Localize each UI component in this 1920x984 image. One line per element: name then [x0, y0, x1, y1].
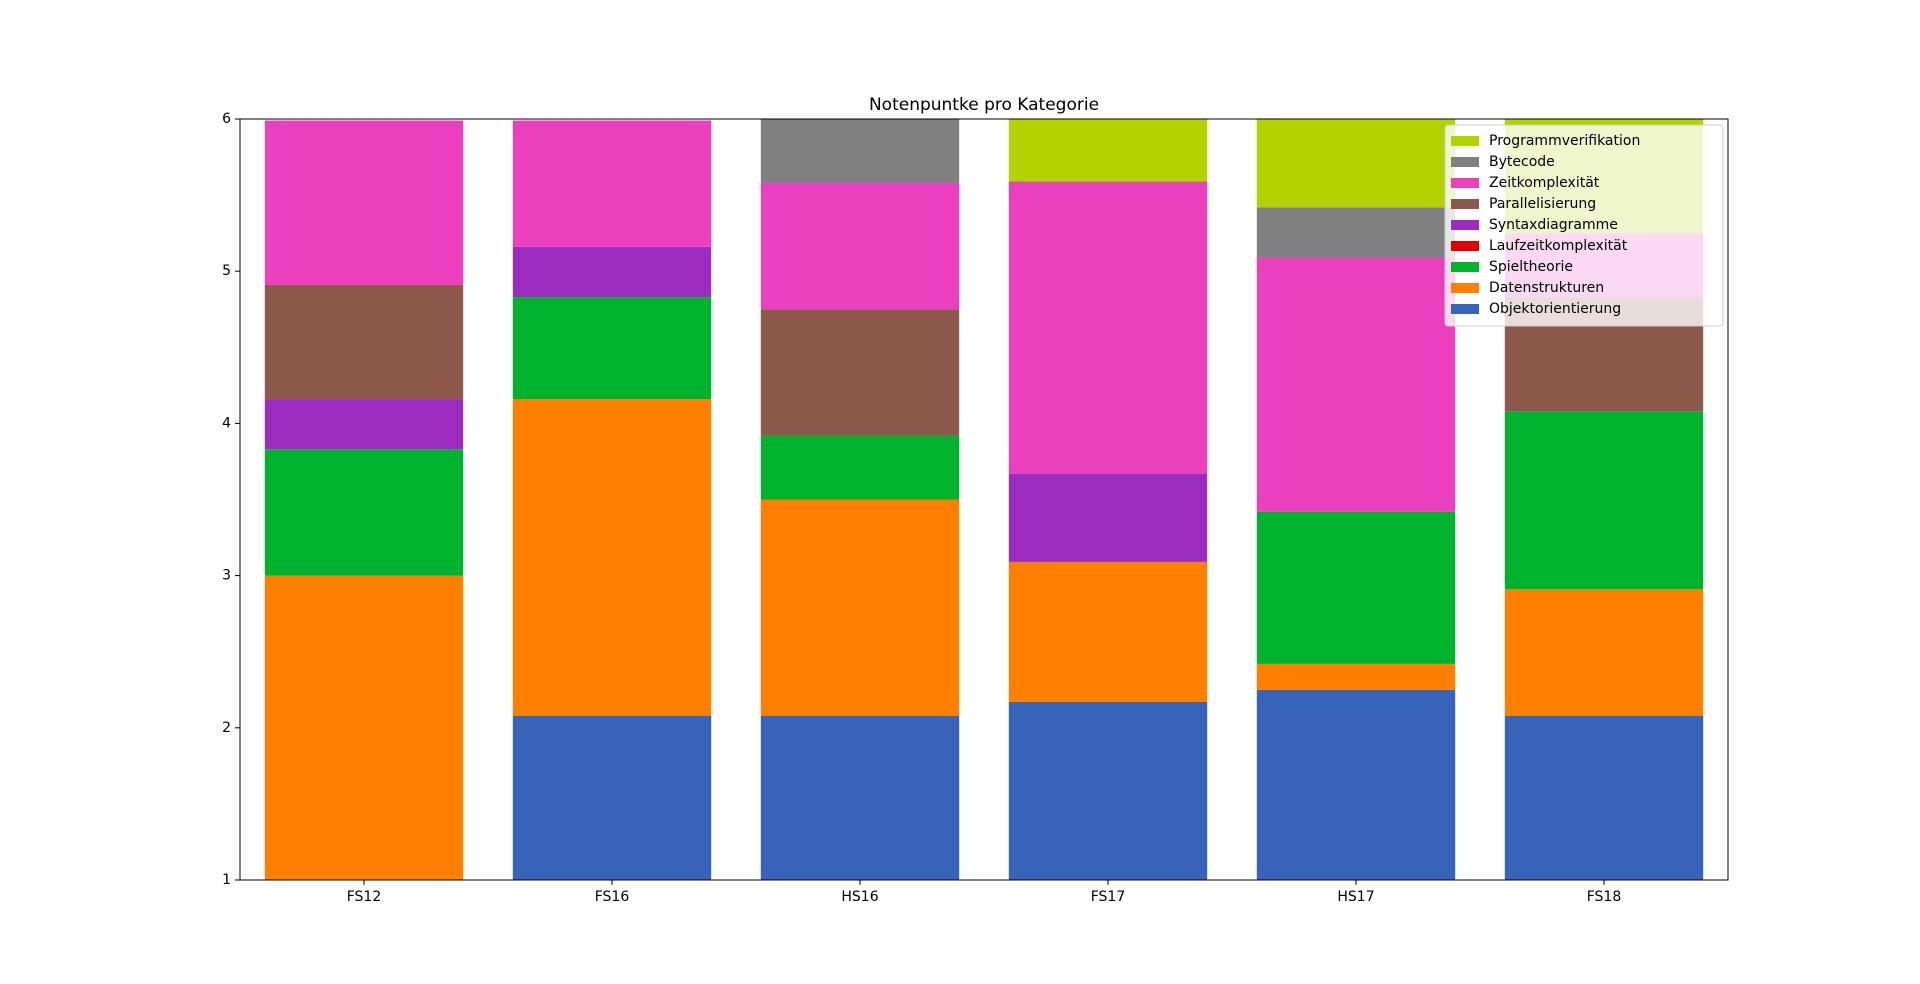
legend-label: Syntaxdiagramme: [1489, 217, 1618, 233]
bar-segment: [760, 499, 960, 716]
y-tick-label: 3: [222, 568, 231, 584]
y-tick-label: 1: [222, 872, 231, 888]
bar-segment: [264, 120, 464, 285]
bar-segment: [1008, 561, 1208, 702]
bar-segment: [1008, 119, 1208, 182]
y-tick-label: 2: [222, 720, 231, 736]
x-tick-label: FS16: [595, 889, 630, 905]
bar-segment: [760, 119, 960, 183]
y-tick-label: 6: [222, 111, 231, 127]
legend-swatch: [1451, 262, 1479, 272]
bar-segment: [264, 284, 464, 400]
bar-segment: [1256, 119, 1456, 208]
bar-segment: [760, 182, 960, 310]
bar-segment: [512, 399, 712, 716]
bar-segment: [512, 715, 712, 880]
legend-swatch: [1451, 220, 1479, 230]
bar-segment: [264, 575, 464, 880]
legend-label: Parallelisierung: [1489, 196, 1596, 212]
legend-label: Laufzeitkomplexität: [1489, 238, 1628, 254]
chart-title: Notenpuntke pro Kategorie: [869, 95, 1099, 115]
bar-segment: [760, 435, 960, 500]
bar-segment: [1256, 207, 1456, 258]
legend-swatch: [1451, 304, 1479, 314]
bar-segment: [1504, 411, 1704, 590]
x-tick-label: FS17: [1091, 889, 1126, 905]
bar-segment: [760, 309, 960, 436]
legend-swatch: [1451, 178, 1479, 188]
legend-label: Objektorientierung: [1489, 301, 1621, 317]
bar-segment: [1504, 589, 1704, 716]
x-tick-label: HS16: [841, 889, 878, 905]
legend-label: Zeitkomplexität: [1489, 175, 1600, 191]
legend-swatch: [1451, 283, 1479, 293]
bar-segment: [512, 120, 712, 247]
x-tick-label: FS12: [347, 889, 382, 905]
bar-segment: [1008, 181, 1208, 474]
legend-label: Datenstrukturen: [1489, 280, 1604, 296]
legend-swatch: [1451, 199, 1479, 209]
legend-label: Bytecode: [1489, 154, 1555, 170]
legend-box: [1444, 124, 1724, 327]
bar-segment: [760, 715, 960, 880]
bar-segment: [1256, 511, 1456, 664]
bar-segment: [1008, 701, 1208, 880]
y-tick-label: 4: [222, 415, 231, 431]
bar-segment: [1256, 257, 1456, 512]
plot-frame: [239, 118, 1729, 881]
legend-swatch: [1451, 136, 1479, 146]
x-tick-label: HS17: [1337, 889, 1374, 905]
legend-swatch: [1451, 241, 1479, 251]
plot-area: [264, 119, 1704, 880]
bar-segment: [264, 399, 464, 450]
bar-segment: [1256, 689, 1456, 880]
x-tick-label: FS18: [1587, 889, 1622, 905]
bar-segment: [1256, 663, 1456, 690]
legend-label: Programmverifikation: [1489, 133, 1640, 149]
bar-segment: [512, 297, 712, 400]
legend-label: Spieltheorie: [1489, 259, 1573, 275]
bar-segment: [264, 449, 464, 576]
legend-swatch: [1451, 157, 1479, 167]
bar-segment: [1504, 715, 1704, 880]
y-tick-label: 5: [222, 263, 231, 279]
bar-segment: [1008, 473, 1208, 562]
bar-segment: [512, 246, 712, 298]
